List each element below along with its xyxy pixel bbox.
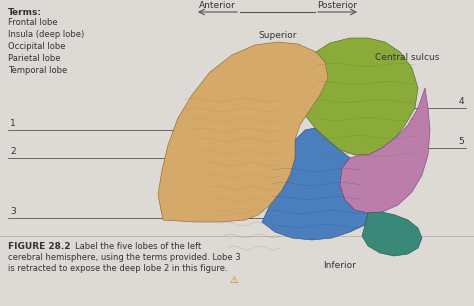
Text: Central sulcus: Central sulcus [375,54,439,62]
Polygon shape [300,38,418,155]
Text: 3: 3 [10,207,16,216]
Text: 4: 4 [458,97,464,106]
Text: is retracted to expose the deep lobe 2 in this figure.: is retracted to expose the deep lobe 2 i… [8,264,228,273]
Polygon shape [158,42,328,222]
Text: 5: 5 [458,137,464,146]
Text: Superior: Superior [259,31,297,39]
Text: 2: 2 [10,147,16,156]
Text: ⚠: ⚠ [230,275,239,285]
Text: Posterior: Posterior [317,1,357,10]
Text: Label the five lobes of the left: Label the five lobes of the left [75,242,201,251]
Text: Inferior: Inferior [324,260,356,270]
Text: Temporal lobe: Temporal lobe [8,66,67,75]
Polygon shape [362,212,422,256]
Polygon shape [340,88,430,213]
Text: Terms:: Terms: [8,8,42,17]
Text: Insula (deep lobe): Insula (deep lobe) [8,30,84,39]
Text: 1: 1 [10,119,16,128]
Text: Anterior: Anterior [199,1,236,10]
Text: Frontal lobe: Frontal lobe [8,18,58,27]
Polygon shape [262,128,368,240]
Polygon shape [270,140,295,205]
Text: Occipital lobe: Occipital lobe [8,42,65,51]
Text: Parietal lobe: Parietal lobe [8,54,61,63]
Text: FIGURE 28.2: FIGURE 28.2 [8,242,71,251]
Text: cerebral hemisphere, using the terms provided. Lobe 3: cerebral hemisphere, using the terms pro… [8,253,241,262]
